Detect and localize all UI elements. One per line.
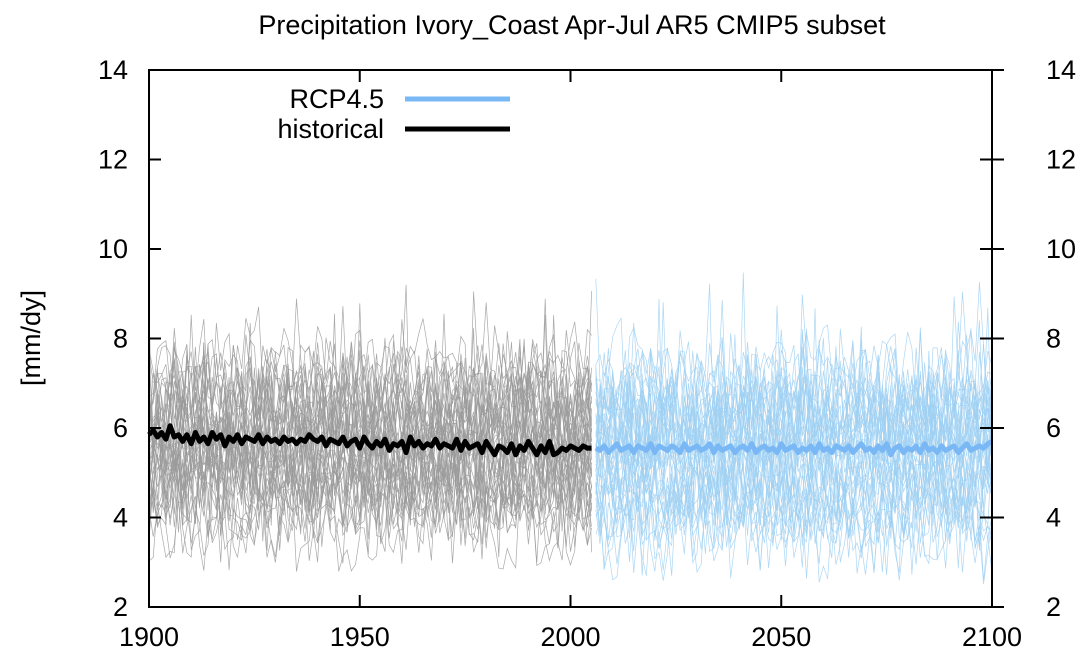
legend-label: RCP4.5 (289, 84, 384, 114)
x-tick-label: 1950 (330, 622, 390, 652)
y-axis-label: [mm/dy] (16, 290, 46, 386)
y-tick-label-left: 10 (98, 234, 128, 264)
y-tick-label-right: 8 (1046, 324, 1061, 354)
ensemble-member-line (148, 433, 592, 554)
ensemble-member-line (595, 437, 993, 527)
ensemble-member-line (595, 416, 993, 507)
x-tick-label: 1900 (119, 622, 179, 652)
ensemble-member-line (148, 438, 592, 546)
x-tick-label: 2000 (540, 622, 600, 652)
ensemble-member-line (148, 337, 592, 426)
ensemble-member-line (595, 278, 993, 414)
series-line-historical (147, 423, 592, 458)
ensemble-member-line (595, 291, 993, 453)
y-tick-label-right: 14 (1046, 55, 1076, 85)
y-tick-label-right: 12 (1046, 145, 1076, 175)
y-tick-label-right: 10 (1046, 234, 1076, 264)
y-tick-label-right: 6 (1046, 413, 1061, 443)
ensemble-member-line (595, 343, 993, 435)
y-tick-label-left: 12 (98, 145, 128, 175)
ensemble-member-line (148, 302, 592, 433)
ensemble-member-line (148, 321, 592, 425)
ensemble-member-line (595, 457, 993, 585)
ensemble-members (148, 272, 993, 585)
ensemble-member-line (148, 359, 592, 465)
ensemble-member-line (595, 417, 993, 553)
y-tick-label-left: 6 (113, 413, 128, 443)
axis-ticks: 1900 1950 2000 2050 2100 2 2 4 4 6 6 8 8 10 10 12 12 14 14 (98, 55, 1076, 652)
ensemble-member-line (148, 450, 592, 564)
y-tick-label-left: 14 (98, 55, 128, 85)
y-tick-label-right: 2 (1046, 592, 1061, 622)
ensemble-member-line (595, 372, 993, 530)
y-tick-label-left: 4 (113, 503, 128, 533)
y-tick-label-left: 8 (113, 324, 128, 354)
legend-label: historical (277, 114, 384, 144)
ensemble-member-line (595, 452, 993, 583)
series-line-rcp4-5 (594, 439, 994, 458)
ensemble-member-line (595, 387, 993, 501)
ensemble-member-line (595, 328, 993, 430)
ensemble-member-line (148, 418, 592, 531)
x-tick-label: 2050 (751, 622, 811, 652)
ensemble-member-line (148, 388, 592, 521)
y-tick-label-right: 4 (1046, 503, 1061, 533)
y-tick-label-left: 2 (113, 592, 128, 622)
chart-title: Precipitation Ivory_Coast Apr-Jul AR5 CM… (258, 10, 886, 40)
series-lines (147, 423, 994, 458)
x-tick-label: 2100 (962, 622, 1022, 652)
